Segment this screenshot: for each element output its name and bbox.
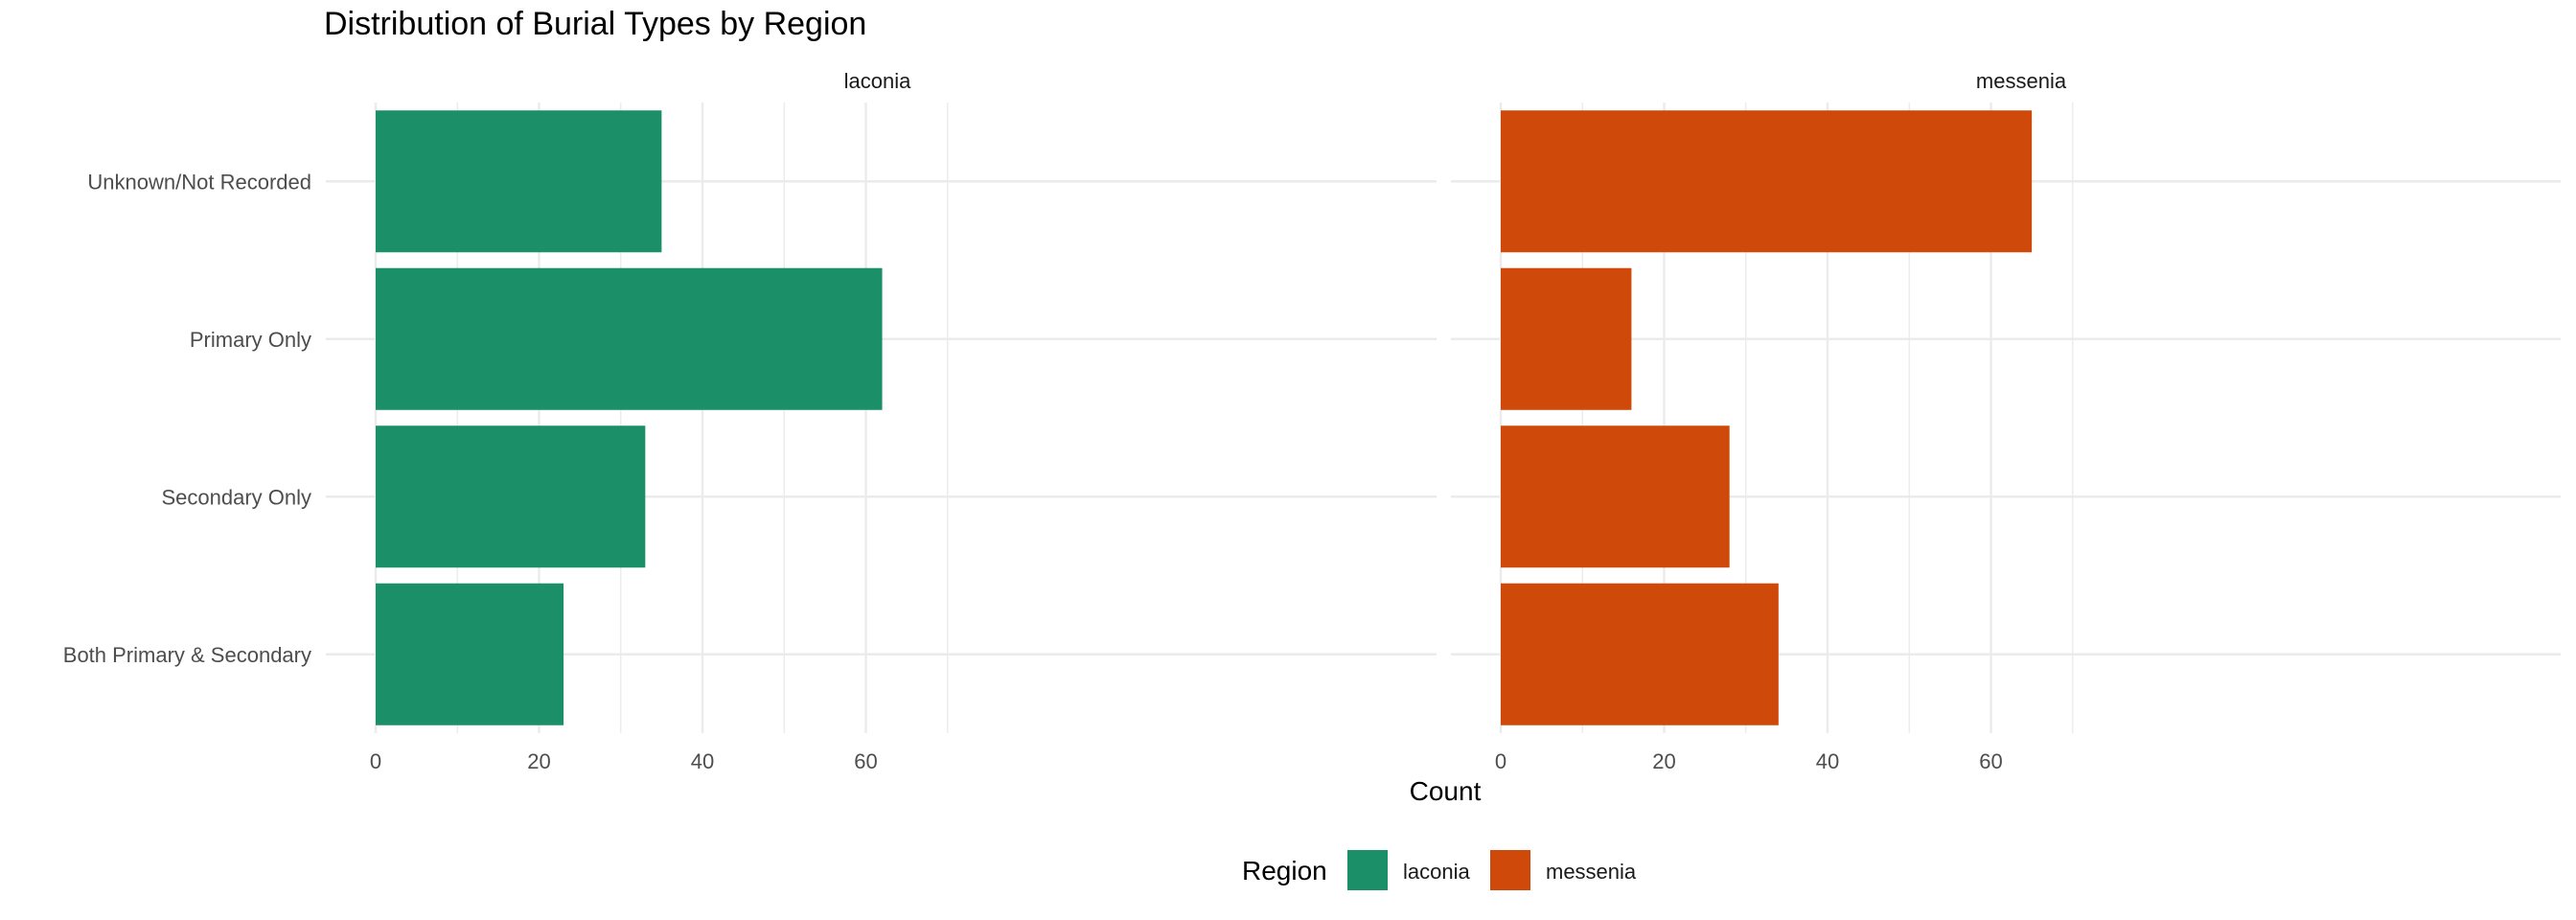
x-tick-label: 20 bbox=[1652, 749, 1675, 773]
legend-swatch-laconia bbox=[1347, 850, 1388, 890]
x-tick-label: 0 bbox=[370, 749, 381, 773]
bar-laconia bbox=[376, 267, 883, 410]
bars-layer bbox=[376, 110, 2033, 725]
legend-swatch-messenia bbox=[1490, 850, 1530, 890]
y-tick-label: Secondary Only bbox=[161, 485, 311, 509]
legend-label-laconia: laconia bbox=[1403, 860, 1470, 884]
legend-label-messenia: messenia bbox=[1546, 860, 1637, 884]
x-tick-label: 20 bbox=[527, 749, 550, 773]
legend: Region laconia messenia bbox=[1242, 850, 1637, 890]
facet-strip-label: laconia bbox=[844, 69, 911, 93]
bar-messenia bbox=[1501, 267, 1632, 410]
x-tick-label: 60 bbox=[1979, 749, 2002, 773]
legend-title: Region bbox=[1242, 856, 1327, 886]
x-tick-label: 40 bbox=[691, 749, 714, 773]
x-axis-title: Count bbox=[1410, 776, 1482, 806]
labels-layer: laconia 0 20 40 60 messenia 0 20 40 60 Unknown/Not… bbox=[63, 69, 2067, 806]
bar-messenia bbox=[1501, 110, 2033, 253]
x-tick-label: 40 bbox=[1816, 749, 1839, 773]
chart-title: Distribution of Burial Types by Region bbox=[324, 6, 867, 42]
x-tick-label: 0 bbox=[1495, 749, 1506, 773]
bar-laconia bbox=[376, 426, 646, 568]
facet-strip-label: messenia bbox=[1976, 69, 2067, 93]
y-tick-label: Primary Only bbox=[190, 328, 311, 352]
bar-laconia bbox=[376, 583, 564, 725]
bar-messenia bbox=[1501, 426, 1730, 568]
y-tick-label: Both Primary & Secondary bbox=[63, 643, 311, 667]
bar-messenia bbox=[1501, 583, 1779, 725]
y-tick-label: Unknown/Not Recorded bbox=[87, 170, 311, 194]
bar-laconia bbox=[376, 110, 662, 253]
x-tick-label: 60 bbox=[854, 749, 877, 773]
